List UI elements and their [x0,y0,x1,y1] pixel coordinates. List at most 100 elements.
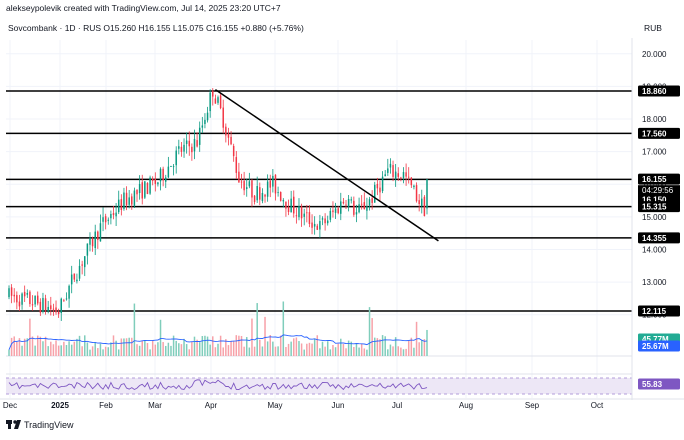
candle-body [277,191,279,193]
candle [389,158,392,174]
candle [306,204,308,223]
volume-bar [342,344,345,356]
horizontal-levels[interactable] [6,90,632,312]
candle [332,201,334,218]
candle [287,199,290,216]
candle [159,167,162,191]
volume-bar [120,338,123,356]
candle [334,202,337,220]
candle [188,131,191,156]
volume-bar [104,346,107,356]
time-tick-label: Dec [3,401,17,410]
candle [347,195,350,212]
candle-body [222,107,224,128]
time-tick-label: 2025 [51,401,69,410]
volume-bar [16,341,18,356]
volume-bar [345,348,347,356]
level-price-label-text: 12.115 [642,307,667,316]
candle-body [78,265,81,279]
candle [91,236,94,252]
candle [235,151,238,180]
candle-body [8,288,10,298]
candle [193,129,196,160]
chart-credit: alekseypolevik created with TradingView.… [6,3,281,13]
volume-bar [264,316,266,356]
candle-body [201,125,204,128]
volume-bar [196,339,198,356]
candle-body [264,194,266,197]
volume-bar [204,335,206,356]
volume-bar [397,346,400,356]
candle-body [39,301,42,313]
candle [350,196,352,204]
candle [256,176,258,203]
candle-body [104,216,107,223]
candle [50,296,52,316]
candle [407,167,410,184]
candle-body [311,222,313,228]
volume-bar [138,345,141,356]
candle-body [394,171,397,179]
candle [104,213,107,230]
candle [191,143,193,161]
candle-body [136,189,138,195]
candle [379,180,381,202]
candle [172,164,175,176]
candle [196,132,198,148]
candle [204,113,206,129]
candle [180,141,183,157]
trendline[interactable] [214,89,439,242]
volume-bar [39,336,42,356]
volume-ma-label-bg [638,340,680,352]
candle-body [63,300,65,302]
volume-bar [230,340,232,356]
volume-bar [188,349,191,356]
candle [274,174,277,201]
volume-bar [319,348,321,356]
candle [295,207,298,224]
tradingview-logo[interactable]: TradingView [6,420,74,430]
time-axis[interactable]: Dec 2025 Feb Mar Apr May Jun Jul Aug Sep Oct [0,398,684,410]
volume-bar [332,345,334,356]
candle-body [10,287,13,296]
candle [313,216,316,235]
volume-bar [146,343,149,356]
time-tick-label: Jul [392,401,402,410]
candle-body [159,168,162,182]
volume-bar [201,336,204,356]
candle-body [198,127,201,145]
volume-bar [324,346,326,356]
currency-label[interactable]: RUB [644,23,662,33]
candle-body [295,215,298,217]
volume-bar [141,340,143,356]
volume-bar [183,338,185,356]
candle-body [99,223,102,242]
volume-bar [144,340,146,356]
candle [8,285,10,300]
volume-bar [31,336,34,356]
candle [94,224,96,256]
candle-body [321,218,324,220]
candle [47,300,49,314]
candle-body [157,182,159,185]
candle [149,175,151,195]
volume-bar [84,335,86,356]
candle [154,172,157,192]
symbol-ohlc-line[interactable]: Sovcombank · 1D · RUS O15.260 H16.155 L1… [8,23,304,33]
candle [157,181,159,187]
candle-body [347,198,350,207]
volume-bar [256,303,258,356]
volume-bar [303,349,305,356]
volume-bar [353,347,355,356]
candle-body [306,212,308,214]
candle [285,201,287,217]
volume-bar [261,346,264,356]
volume-bar [410,337,413,356]
level-price-label-bg [638,201,680,213]
candle [123,187,125,211]
volume-bar [272,341,274,356]
candle-body [366,206,368,211]
candle-body [392,165,394,177]
candle [52,303,55,316]
volume-bar [170,345,172,356]
